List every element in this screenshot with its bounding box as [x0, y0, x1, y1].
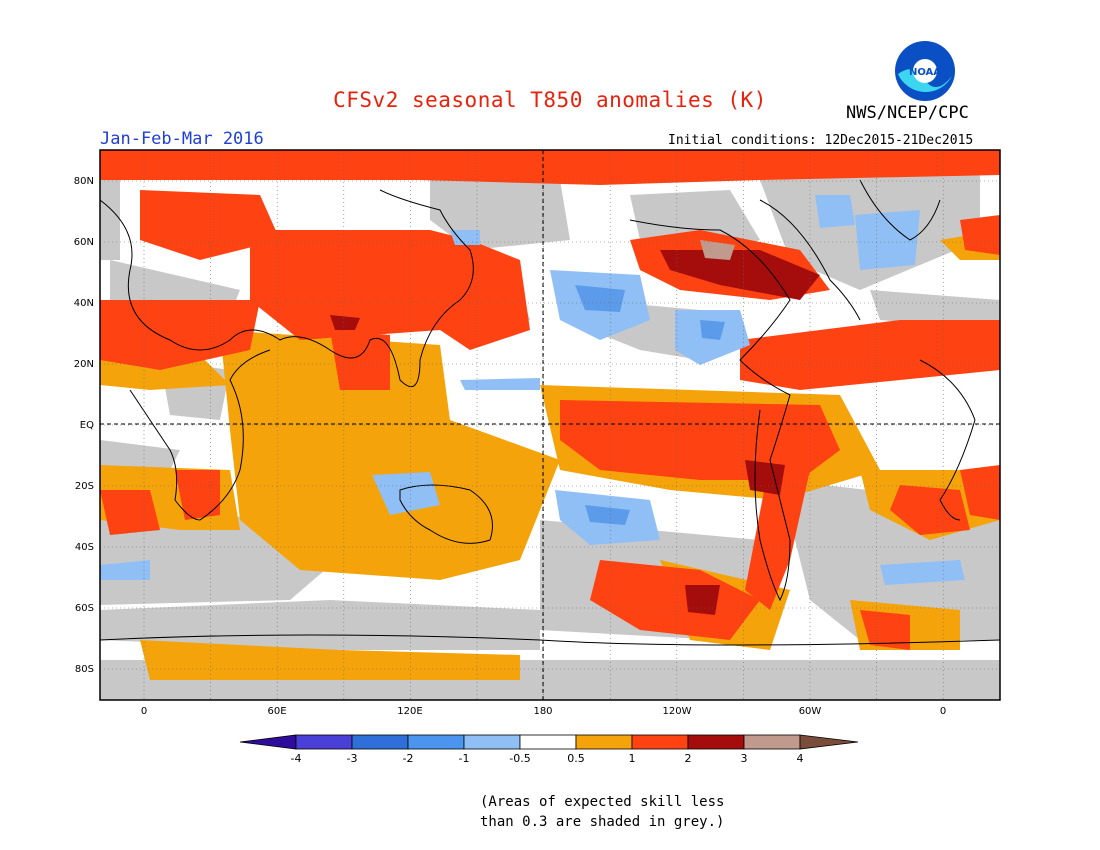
colorbar-label: -0.5	[509, 752, 531, 765]
colorbar-box	[687, 734, 745, 750]
lon-label: 120W	[663, 706, 692, 717]
lon-label: 60E	[267, 706, 286, 717]
colorbar-box	[407, 734, 465, 750]
colorbar-box	[743, 734, 801, 750]
lon-label: 0	[141, 706, 147, 717]
map-frame	[99, 149, 1001, 701]
colorbar-label: 0.5	[567, 752, 585, 765]
warm-anomaly-extreme	[700, 240, 735, 260]
colorbar-box	[575, 734, 633, 750]
lon-label: 180	[533, 706, 552, 717]
lat-label: 40N	[74, 298, 94, 309]
noaa-logo-icon: NOAA	[895, 41, 955, 101]
lat-labels: 80N 60N 40N 20N EQ 20S 40S 60S 80S	[74, 176, 94, 675]
lat-label: EQ	[80, 420, 94, 431]
colorbar	[239, 734, 859, 750]
colorbar-box	[631, 734, 689, 750]
lat-label: 60S	[75, 603, 94, 614]
colorbar-box	[295, 734, 353, 750]
logo-text: NOAA	[909, 67, 941, 78]
colorbar-label: 1	[628, 752, 636, 765]
colorbar-label: -1	[458, 752, 470, 765]
colorbar-label: 3	[740, 752, 748, 765]
colorbar-box	[351, 734, 409, 750]
colorbar-arrow-left	[239, 734, 297, 750]
colorbar-label: -2	[402, 752, 414, 765]
lat-label: 20S	[75, 481, 94, 492]
forecast-period: Jan-Feb-Mar 2016	[100, 129, 264, 149]
footnote-line: than 0.3 are shaded in grey.)	[480, 814, 725, 830]
colorbar-label: -3	[346, 752, 358, 765]
coastlines	[100, 179, 1000, 646]
colorbar-label: 2	[684, 752, 692, 765]
footnote-line: (Areas of expected skill less	[480, 794, 725, 810]
lat-label: 80N	[74, 176, 94, 187]
lat-label: 40S	[75, 542, 94, 553]
map-field	[100, 150, 1000, 700]
footnote: (Areas of expected skill less than 0.3 a…	[480, 792, 724, 832]
lon-labels: 0 60E 120E 180 120W 60W 0	[141, 706, 946, 717]
map-title: CFSv2 seasonal T850 anomalies (K)	[333, 88, 767, 112]
lat-label: 20N	[74, 359, 94, 370]
cold-anomaly-strong	[575, 285, 725, 525]
colorbar-label: 4	[796, 752, 804, 765]
colorbar-box	[463, 734, 521, 750]
lon-label: 120E	[397, 706, 422, 717]
agency-label: NWS/NCEP/CPC	[846, 103, 969, 123]
lat-label: 60N	[74, 237, 94, 248]
lon-label: 0	[940, 706, 946, 717]
initial-conditions: Initial conditions: 12Dec2015-21Dec2015	[668, 133, 974, 148]
lat-label: 80S	[75, 664, 94, 675]
colorbar-arrow-right	[799, 734, 859, 750]
colorbar-label: -4	[290, 752, 302, 765]
warm-anomaly-mid	[100, 150, 1000, 650]
lon-label: 60W	[799, 706, 822, 717]
colorbar-box	[519, 734, 577, 750]
